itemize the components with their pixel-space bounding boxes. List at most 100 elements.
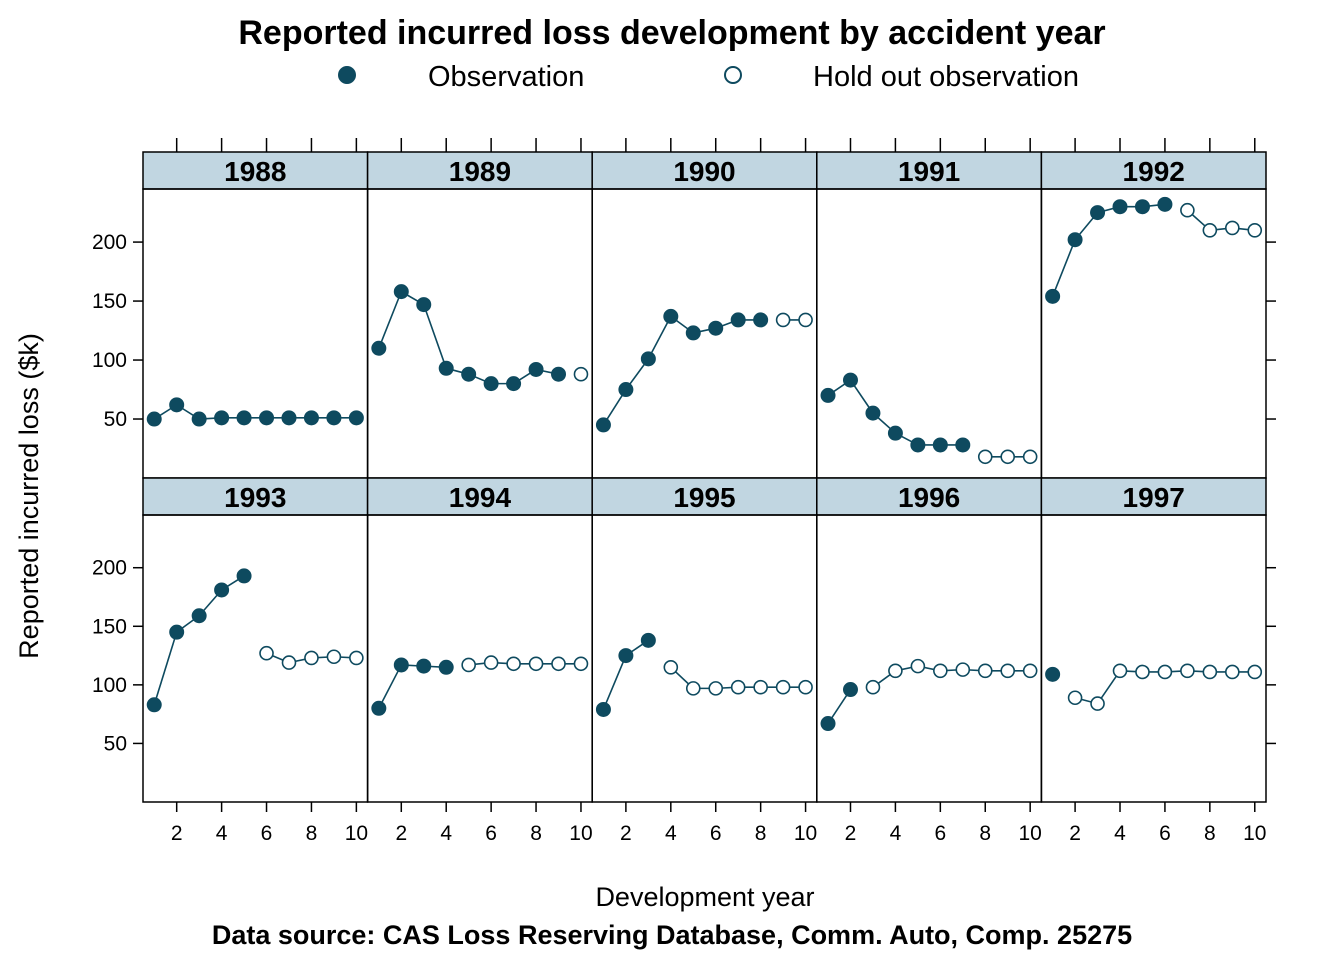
plot-area-1990 (591, 188, 818, 479)
strip-label-1993: 1993 (224, 482, 286, 513)
strip-1991 (816, 151, 1043, 190)
holdout-point-1996-9 (1000, 663, 1016, 679)
x-tick-label-1995-10: 10 (794, 822, 817, 845)
holdout-point-1995-5 (685, 681, 701, 696)
holdout-point-1991-9 (1000, 449, 1016, 465)
observation-point-1990-6 (708, 320, 724, 336)
series-segment-1989-3 (422, 304, 447, 369)
holdout-point-1993-9 (326, 649, 342, 665)
observation-point-1995-2 (618, 648, 634, 664)
series-segment-1993-1 (153, 631, 178, 706)
x-tick-label-1996-4: 4 (890, 822, 902, 845)
holdout-point-1992-9 (1225, 220, 1240, 236)
holdout-point-1992-10 (1247, 222, 1263, 238)
holdout-point-1996-10 (1022, 663, 1038, 679)
x-tick-label-1994-10: 10 (569, 822, 592, 845)
holdout-point-1996-3 (865, 679, 881, 695)
legend-label-holdout: Hold out observation (813, 61, 1079, 93)
holdout-point-1990-10 (798, 312, 813, 328)
observation-point-1989-5 (461, 366, 477, 382)
panel-1989: 1989 (366, 138, 593, 479)
legend-marker-observation (338, 66, 356, 84)
holdout-point-1995-10 (798, 679, 813, 695)
holdout-point-1995-9 (775, 679, 791, 695)
holdout-point-1992-7 (1180, 202, 1195, 218)
observation-point-1992-1 (1045, 288, 1061, 304)
observation-point-1991-1 (820, 387, 836, 403)
observation-point-1990-4 (663, 308, 679, 324)
holdout-point-1997-7 (1180, 663, 1195, 679)
observation-point-1995-3 (640, 632, 656, 648)
panel-1995: 1995 2 4 6 8 10 (591, 477, 818, 845)
x-axis-label: Development year (595, 882, 814, 912)
holdout-point-1997-5 (1135, 664, 1150, 680)
panel-1994: 1994 2 4 6 8 10 (366, 477, 593, 845)
observation-point-1988-10 (348, 410, 364, 426)
holdout-point-1994-9 (551, 656, 566, 672)
holdout-point-1994-8 (528, 656, 544, 672)
y-tick-label-row1-100: 100 (92, 349, 127, 372)
legend-marker-holdout (724, 66, 742, 84)
observation-point-1997-1 (1045, 666, 1061, 682)
observation-point-1995-1 (595, 701, 611, 717)
series-segment-1994-1 (378, 664, 403, 709)
observation-point-1990-7 (730, 312, 746, 328)
observation-point-1988-1 (146, 411, 162, 427)
observation-point-1988-6 (259, 410, 275, 426)
y-tick-label-row2-100: 100 (92, 674, 127, 697)
holdout-point-1994-10 (573, 656, 589, 672)
observation-point-1994-2 (393, 657, 409, 673)
strip-label-1997: 1997 (1123, 482, 1185, 513)
observation-point-1992-4 (1112, 199, 1128, 215)
x-tick-label-1995-8: 8 (755, 822, 767, 845)
y-tick-label-row2-50: 50 (104, 732, 127, 755)
panel-1991: 1991 (816, 138, 1043, 479)
holdout-point-1997-6 (1157, 664, 1173, 680)
holdout-point-1994-5 (461, 657, 476, 673)
observation-point-1989-9 (551, 366, 567, 382)
observation-point-1993-3 (191, 608, 207, 624)
observation-point-1992-2 (1067, 232, 1083, 248)
observation-point-1988-8 (303, 410, 319, 426)
x-tick-label-1997-10: 10 (1243, 822, 1266, 845)
holdout-point-1993-10 (349, 650, 364, 666)
holdout-point-1993-8 (304, 650, 319, 666)
series-segment-1995-1 (602, 655, 627, 710)
holdout-point-1993-6 (259, 645, 274, 661)
series-segment-1990-3 (647, 316, 672, 360)
observation-point-1989-1 (371, 340, 387, 356)
x-tick-label-1996-6: 6 (934, 822, 946, 845)
plot-area-1988 (142, 188, 369, 479)
holdout-point-1991-10 (1022, 449, 1038, 465)
observation-point-1989-6 (483, 376, 499, 392)
plot-area-1997 (1040, 514, 1267, 803)
plot-area-1996 (816, 514, 1043, 803)
strip-1995 (591, 477, 818, 516)
observation-point-1993-4 (214, 582, 230, 598)
holdout-point-1997-2 (1067, 690, 1083, 706)
legend: Observation Hold out observation (338, 61, 1079, 93)
panel-1993: 1993 2 4 6 8 10 (142, 477, 369, 845)
holdout-point-1996-4 (888, 663, 903, 679)
y-tick-label-row2-200: 200 (92, 557, 127, 580)
x-tick-label-1997-2: 2 (1069, 822, 1081, 845)
x-tick-label-1997-6: 6 (1159, 822, 1171, 845)
strip-label-1989: 1989 (449, 156, 511, 187)
strip-label-1990: 1990 (673, 156, 735, 187)
observation-point-1991-3 (865, 405, 881, 421)
holdout-point-1997-10 (1247, 664, 1263, 680)
strip-1993 (142, 477, 369, 516)
observation-point-1991-7 (955, 437, 971, 453)
strip-label-1992: 1992 (1123, 156, 1185, 187)
observation-point-1989-2 (393, 284, 409, 300)
holdout-point-1991-8 (977, 449, 993, 465)
x-tick-label-1993-2: 2 (171, 822, 183, 845)
strip-label-1991: 1991 (898, 156, 960, 187)
x-tick-label-1994-2: 2 (395, 822, 407, 845)
observation-point-1993-2 (169, 624, 185, 640)
data-source-caption: Data source: CAS Loss Reserving Database… (212, 920, 1132, 950)
panel-1992: 1992 (1040, 138, 1267, 479)
observation-point-1996-2 (842, 682, 858, 698)
